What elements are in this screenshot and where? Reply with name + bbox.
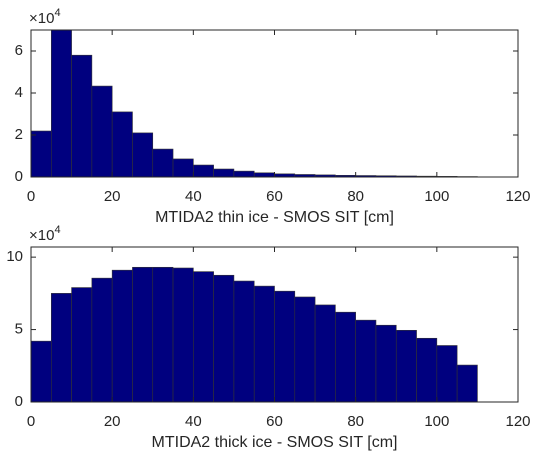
x-axis-label: MTIDA2 thin ice - SMOS SIT [cm]	[155, 209, 394, 226]
x-tick-label: 100	[424, 188, 449, 205]
x-tick-label: 60	[266, 413, 283, 430]
y-multiplier: ×104	[29, 224, 61, 244]
x-tick-label: 120	[505, 413, 530, 430]
bar	[50, 293, 72, 403]
bar	[172, 158, 194, 178]
bar	[233, 170, 255, 178]
multiplier-exponent: 4	[54, 7, 60, 19]
bar	[274, 290, 296, 403]
bar	[355, 319, 377, 403]
multiplier-exponent: 4	[54, 224, 60, 236]
y-tick-label: 0	[15, 393, 23, 410]
bar	[193, 164, 214, 178]
bar	[111, 269, 133, 403]
x-tick-label: 60	[266, 188, 283, 205]
x-tick-label: 0	[27, 188, 35, 205]
bar	[30, 130, 52, 178]
bar	[213, 274, 235, 403]
bar	[132, 132, 154, 178]
bar	[253, 285, 275, 403]
bar	[91, 85, 113, 178]
bar	[416, 337, 438, 403]
y-tick-label: 6	[15, 42, 23, 59]
y-multiplier: ×104	[29, 7, 61, 27]
x-tick-label: 20	[104, 413, 121, 430]
bar	[253, 172, 275, 178]
bar	[395, 329, 417, 403]
bar	[213, 168, 235, 178]
bar	[111, 111, 133, 178]
bar	[375, 324, 397, 403]
bar	[314, 304, 336, 403]
bar	[335, 311, 356, 403]
bar	[456, 364, 478, 403]
x-tick-label: 40	[185, 413, 202, 430]
multiplier-base: ×10	[29, 227, 54, 244]
bar	[30, 340, 52, 403]
y-tick-label: 5	[15, 321, 23, 338]
bar	[71, 287, 93, 403]
x-tick-label: 20	[104, 188, 121, 205]
x-tick-label: 80	[347, 188, 364, 205]
x-tick-label: 0	[27, 413, 35, 430]
y-tick-label: 10	[6, 248, 23, 265]
multiplier-base: ×10	[29, 10, 54, 27]
bar	[233, 280, 255, 403]
x-tick-label: 100	[424, 413, 449, 430]
x-tick-label: 80	[347, 413, 364, 430]
bar	[152, 148, 174, 178]
y-tick-label: 4	[15, 84, 23, 101]
bar	[436, 345, 458, 403]
bar	[91, 277, 113, 403]
bar	[172, 267, 194, 403]
bar	[152, 266, 174, 403]
y-tick-label: 0	[15, 168, 23, 185]
x-tick-label: 120	[505, 188, 530, 205]
bar	[294, 296, 316, 403]
x-axis-label: MTIDA2 thick ice - SMOS SIT [cm]	[152, 434, 398, 451]
x-tick-label: 40	[185, 188, 202, 205]
bar	[193, 271, 214, 403]
bar	[71, 54, 93, 178]
y-tick-label: 2	[15, 126, 23, 143]
bar	[132, 266, 154, 403]
bar	[50, 29, 72, 178]
